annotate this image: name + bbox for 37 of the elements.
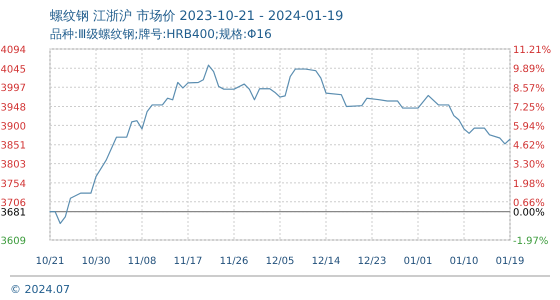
- y2-tick-label: 3.30%: [513, 160, 545, 171]
- y-tick-label: 3803: [0, 160, 26, 171]
- y-tick-label: 3609: [0, 236, 26, 247]
- x-tick-label: 01/01: [404, 256, 432, 267]
- y-tick-label: 3851: [0, 140, 26, 152]
- y-tick-label: 3706: [0, 198, 26, 209]
- x-tick-label: 11/08: [128, 256, 156, 267]
- x-tick-label: 01/10: [450, 256, 478, 267]
- y-tick-label: 4094: [0, 45, 26, 56]
- y-tick-label: 3754: [0, 178, 26, 190]
- y2-tick-label: 5.94%: [513, 121, 545, 132]
- x-tick-label: 12/05: [266, 256, 294, 267]
- x-tick-label: 12/23: [358, 256, 386, 267]
- y2-tick-label: 1.98%: [513, 178, 545, 190]
- x-tick-label: 01/19: [496, 256, 524, 267]
- y2-tick-label: 4.62%: [513, 140, 545, 152]
- x-tick-label: 12/14: [312, 256, 340, 267]
- x-tick-label: 11/17: [174, 256, 202, 267]
- y-tick-label: 3900: [0, 121, 26, 132]
- chart-subtitle: 品种:Ⅲ级螺纹钢;牌号:HRB400;规格:Φ16: [50, 27, 272, 41]
- x-tick-label: 10/30: [82, 256, 110, 267]
- y-tick-label: 3997: [0, 83, 26, 94]
- x-tick-label: 10/21: [36, 256, 64, 267]
- y2-tick-label: 9.89%: [513, 64, 545, 76]
- y-tick-label: 3948: [0, 102, 26, 114]
- y2-tick-label: 8.57%: [513, 83, 545, 94]
- y2-tick-label: -1.97%: [513, 236, 548, 247]
- text: © 2024.07: [10, 283, 70, 296]
- y2-tick-label: 0.00%: [513, 207, 545, 218]
- y2-tick-label: 0.66%: [513, 198, 545, 209]
- y-tick-label: 4045: [0, 64, 26, 76]
- x-tick-label: 11/26: [220, 256, 248, 267]
- chart-title: 螺纹钢 江浙沪 市场价 2023-10-21 - 2024-01-19: [50, 8, 344, 24]
- y-tick-label: 3681: [0, 208, 26, 219]
- y2-tick-label: 7.25%: [513, 102, 545, 114]
- y2-tick-label: 11.21%: [513, 45, 552, 56]
- line-series: [49, 64, 511, 224]
